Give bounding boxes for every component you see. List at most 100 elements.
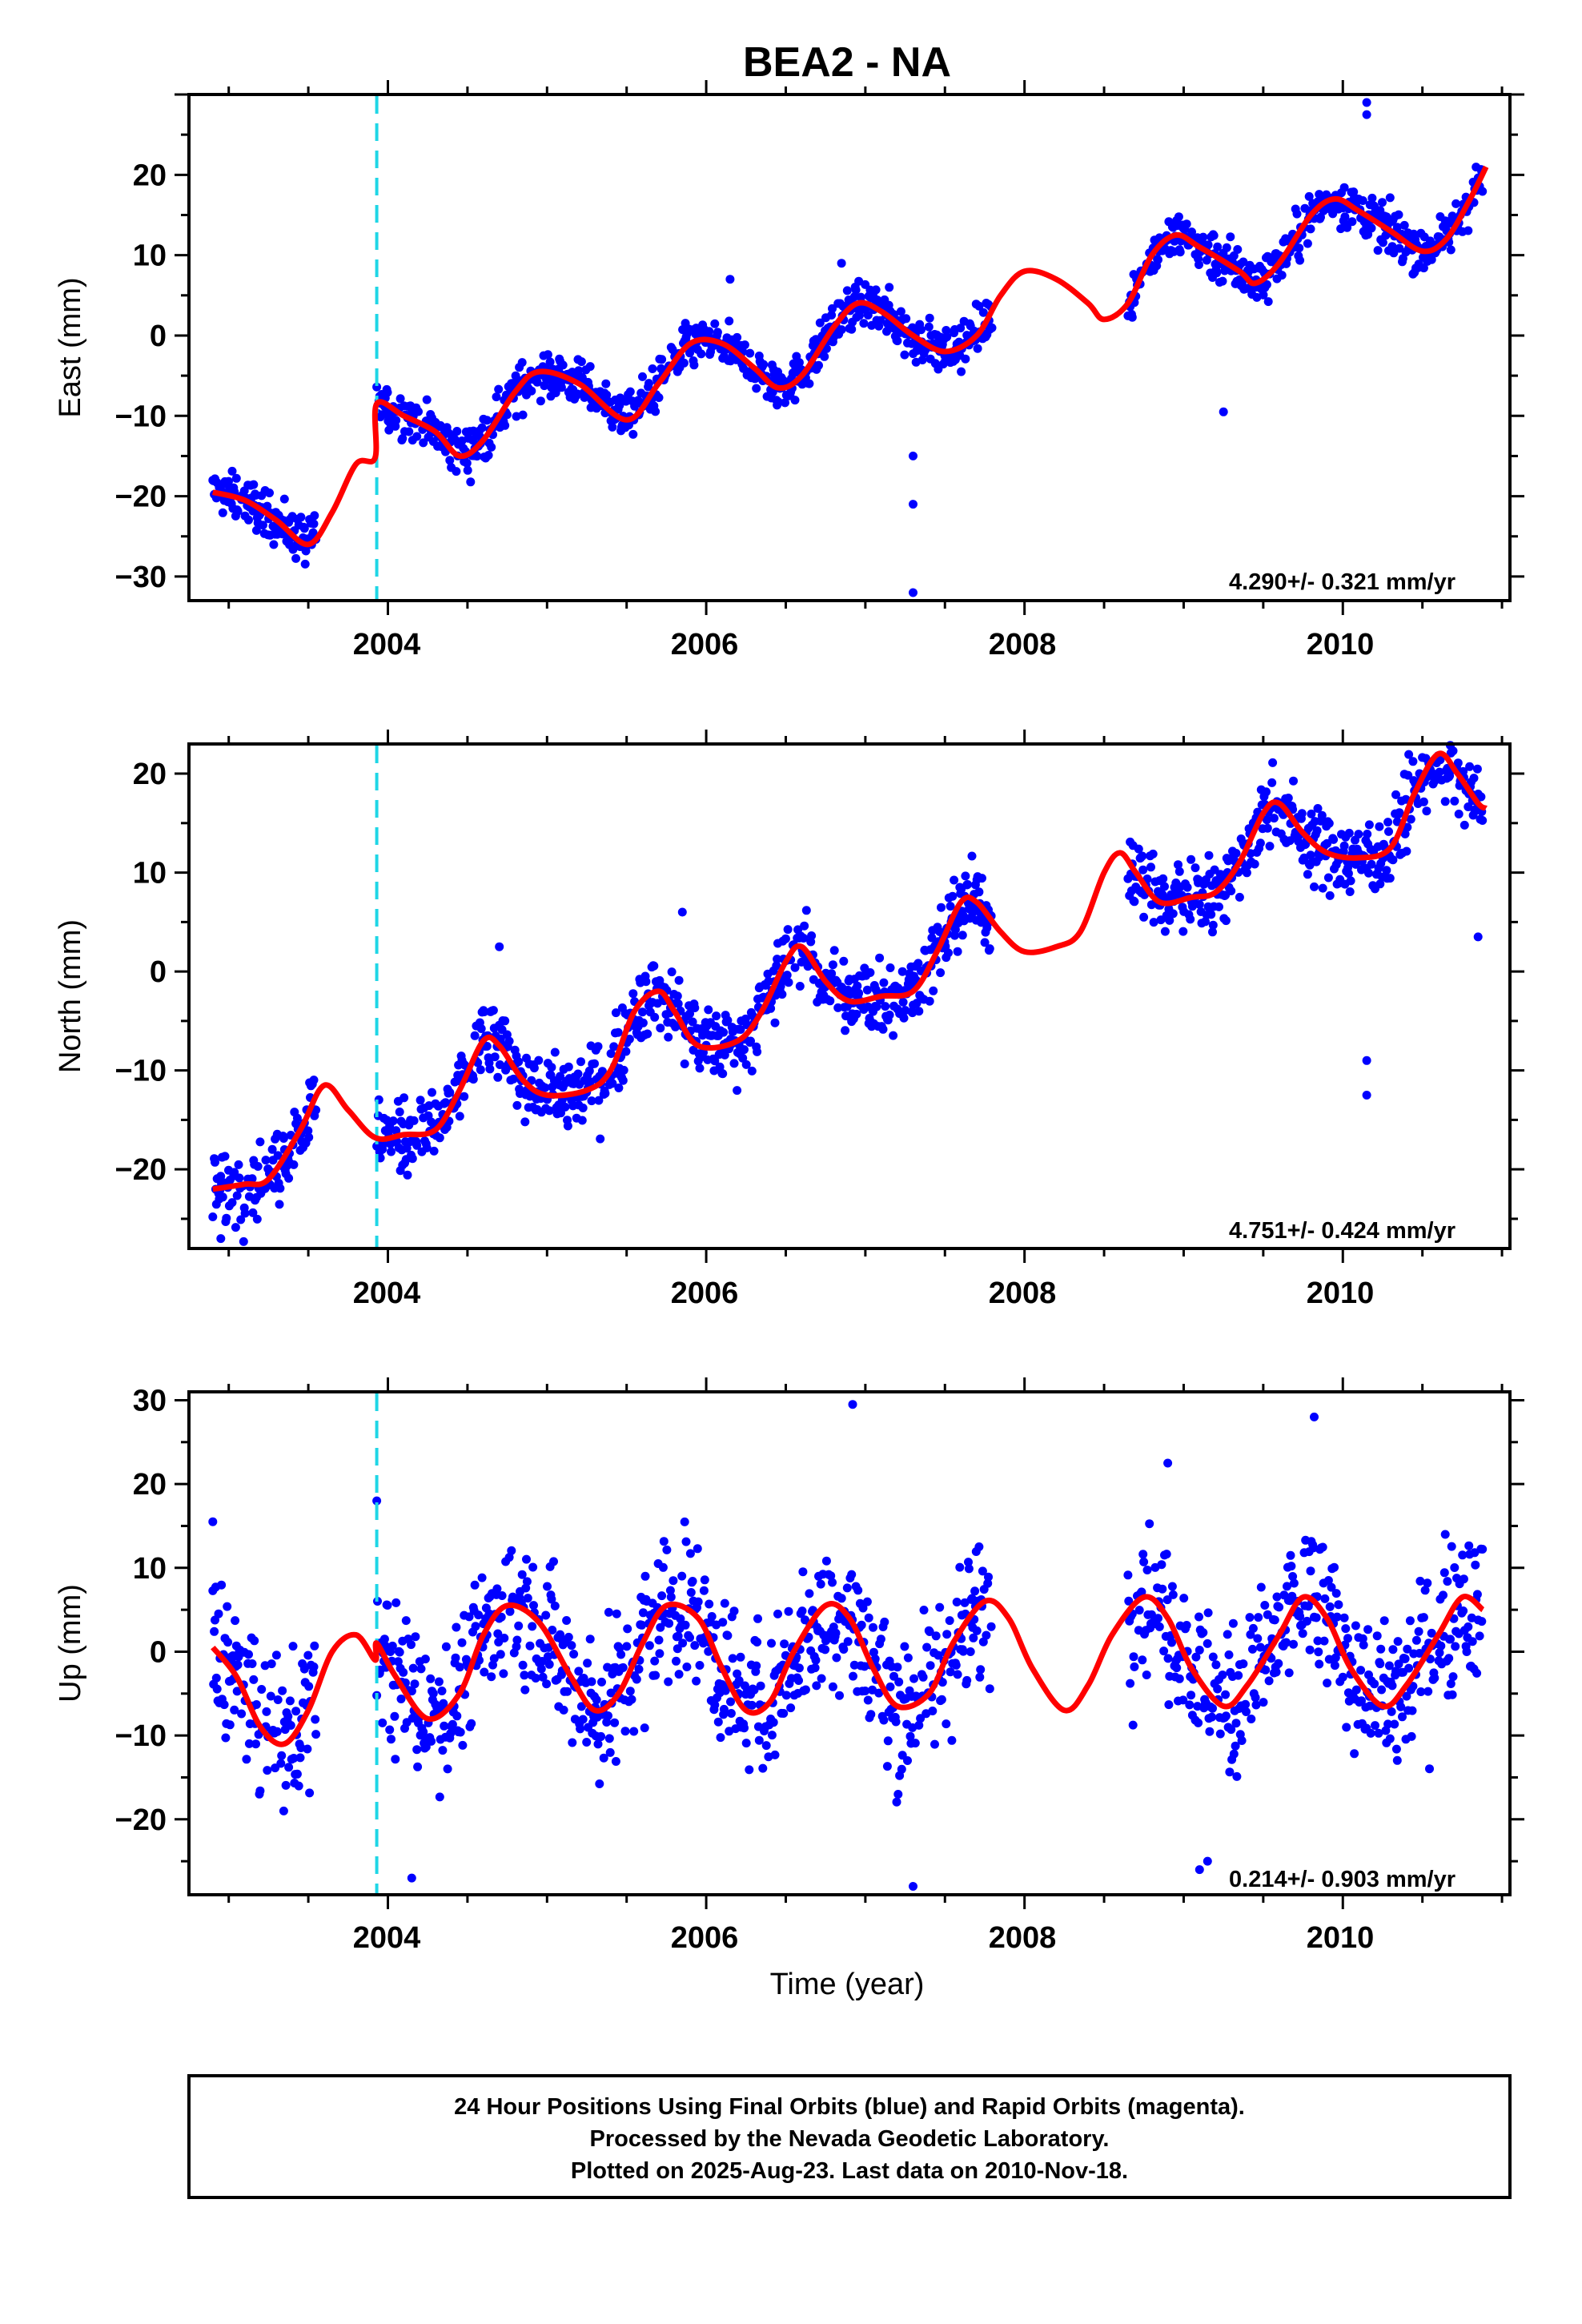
north-data-point — [1346, 876, 1355, 886]
north-data-point — [746, 1036, 755, 1046]
up-data-point — [242, 1755, 251, 1764]
up-data-point — [779, 1709, 789, 1718]
north-data-point — [795, 982, 805, 991]
east-data-point — [896, 307, 905, 316]
up-data-point — [864, 1613, 873, 1622]
north-data-point — [267, 1144, 277, 1154]
up-xtick-label-2006: 2006 — [671, 1921, 739, 1955]
up-data-point — [295, 1753, 305, 1763]
north-data-point — [925, 996, 934, 1006]
east-ytick-label: 20 — [133, 159, 167, 192]
north-data-point — [1364, 820, 1374, 830]
up-data-point — [597, 1677, 606, 1687]
up-data-point — [244, 1650, 253, 1659]
east-data-point — [1394, 210, 1403, 219]
up-data-point — [1224, 1650, 1234, 1659]
up-data-point — [883, 1736, 893, 1746]
north-data-point — [656, 1023, 665, 1033]
up-data-point — [1128, 1720, 1138, 1730]
up-ytick-label: 0 — [150, 1635, 167, 1669]
east-ytick-label: 0 — [150, 320, 167, 353]
up-data-point — [1221, 1711, 1231, 1721]
up-data-point — [1228, 1618, 1238, 1628]
east-ylabel: East (mm) — [54, 277, 87, 417]
north-data-point — [1325, 891, 1335, 900]
up-outlier-point — [407, 1873, 416, 1883]
up-data-point — [893, 1790, 903, 1799]
north-data-point — [974, 887, 984, 897]
up-data-point — [669, 1576, 678, 1586]
up-data-point — [1167, 1582, 1177, 1591]
north-data-point — [946, 902, 955, 911]
up-data-point — [937, 1695, 946, 1704]
up-data-point — [686, 1588, 696, 1597]
east-data-point — [1478, 187, 1488, 196]
east-data-point — [849, 292, 859, 301]
up-data-point — [640, 1571, 650, 1581]
up-data-point — [928, 1707, 938, 1715]
east-data-point — [412, 432, 422, 441]
north-data-point — [967, 851, 977, 861]
up-data-point — [456, 1727, 465, 1737]
north-data-point — [1255, 838, 1265, 848]
north-data-point — [1138, 865, 1148, 875]
up-data-point — [740, 1723, 749, 1733]
north-data-point — [1283, 794, 1293, 802]
up-data-point — [1248, 1644, 1257, 1654]
up-data-point — [457, 1638, 467, 1647]
north-data-point — [593, 1042, 603, 1051]
up-data-point — [837, 1594, 846, 1603]
north-data-point — [247, 1174, 257, 1184]
up-data-point — [467, 1719, 476, 1728]
east-data-point — [679, 358, 689, 368]
up-data-point — [1363, 1625, 1373, 1634]
up-data-point — [651, 1671, 661, 1680]
up-data-point — [930, 1739, 939, 1749]
north-data-point — [1440, 797, 1450, 806]
north-data-point — [618, 1076, 628, 1085]
north-data-point — [720, 1050, 729, 1059]
north-data-point — [1297, 809, 1307, 818]
east-points — [208, 163, 1488, 569]
up-data-point — [1159, 1647, 1169, 1656]
up-data-point — [1407, 1706, 1417, 1715]
east-frame — [187, 93, 1512, 602]
up-data-point — [1129, 1652, 1138, 1662]
east-data-point — [697, 349, 706, 359]
east-outlier-point — [1362, 98, 1371, 107]
up-data-point — [1341, 1624, 1351, 1634]
north-data-point — [936, 968, 946, 978]
up-data-point — [487, 1672, 496, 1682]
north-data-point — [944, 948, 953, 958]
north-data-point — [284, 1173, 294, 1183]
north-data-point — [248, 1208, 258, 1217]
up-data-point — [794, 1663, 804, 1673]
north-data-point — [1469, 774, 1479, 783]
up-data-point — [942, 1630, 952, 1639]
north-xtick-label-2010: 2010 — [1307, 1277, 1375, 1310]
up-data-point — [1271, 1667, 1281, 1677]
east-data-point — [814, 360, 823, 370]
up-data-point — [892, 1797, 901, 1807]
up-data-point — [831, 1628, 841, 1638]
north-data-point — [878, 1024, 888, 1034]
up-data-point — [458, 1740, 468, 1750]
up-data-point — [736, 1652, 745, 1662]
up-data-point — [1342, 1723, 1351, 1732]
north-data-point — [1146, 862, 1155, 872]
east-data-point — [384, 425, 394, 435]
up-data-point — [585, 1634, 595, 1644]
north-ytick-label: −20 — [115, 1153, 167, 1187]
up-data-point — [1158, 1584, 1167, 1594]
up-data-point — [604, 1711, 612, 1720]
north-data-point — [718, 1069, 728, 1079]
east-data-point — [1419, 263, 1428, 273]
up-data-point — [1185, 1700, 1195, 1710]
up-data-point — [1253, 1634, 1263, 1643]
up-data-point — [984, 1572, 993, 1582]
up-data-point — [496, 1650, 505, 1659]
north-data-point — [1267, 778, 1277, 787]
up-data-point — [794, 1676, 803, 1685]
up-data-point — [695, 1661, 705, 1670]
up-data-point — [632, 1675, 641, 1684]
